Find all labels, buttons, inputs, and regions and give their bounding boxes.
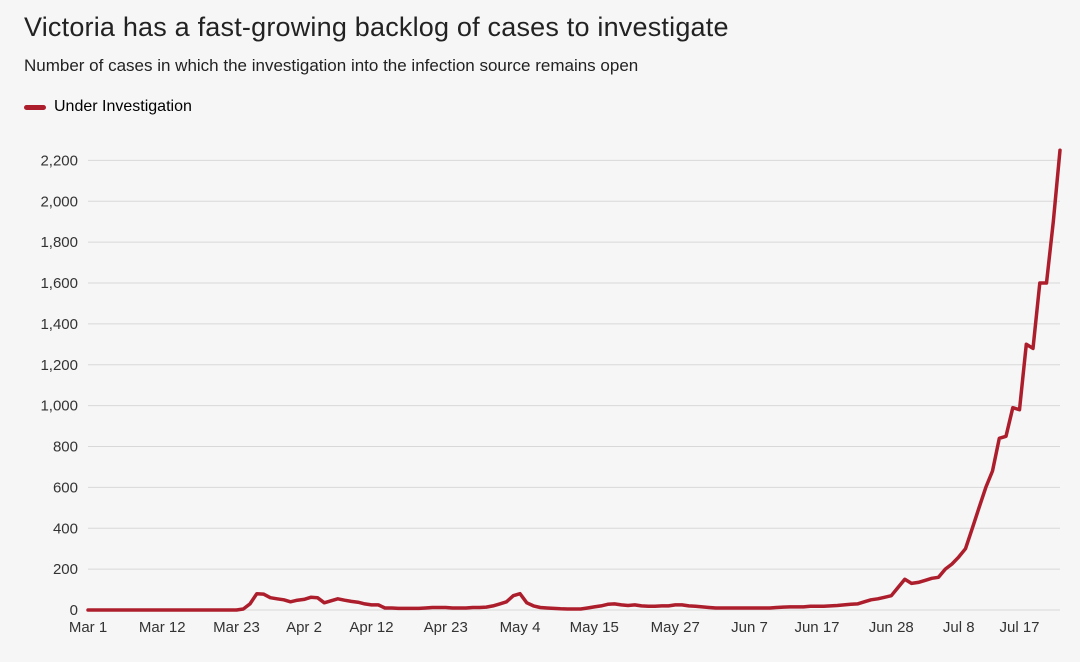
x-tick-label: Jun 7	[731, 619, 768, 636]
x-tick-label: May 4	[500, 619, 541, 636]
y-tick-label: 1,800	[40, 234, 78, 251]
y-tick-label: 1,600	[40, 275, 78, 292]
x-tick-label: Mar 23	[213, 619, 260, 636]
chart-plot: 0 200 400 600 800 1,000 1,200 1,400 1,600 1,800 2,…	[0, 0, 1080, 662]
y-tick-label: 600	[53, 479, 78, 496]
x-axis-ticks: Mar 1 Mar 12 Mar 23 Apr 2 Apr 12 Apr 23 May 4 M…	[69, 619, 1040, 636]
x-tick-label: Jun 17	[794, 619, 839, 636]
y-tick-label: 0	[70, 602, 78, 619]
x-tick-label: May 15	[570, 619, 619, 636]
x-tick-label: Mar 12	[139, 619, 186, 636]
y-tick-label: 1,400	[40, 316, 78, 333]
chart-container: Victoria has a fast-growing backlog of c…	[0, 0, 1080, 662]
x-tick-label: Apr 2	[286, 619, 322, 636]
y-tick-label: 200	[53, 561, 78, 578]
gridlines	[88, 160, 1060, 610]
x-tick-label: May 27	[651, 619, 700, 636]
y-tick-label: 2,000	[40, 193, 78, 210]
y-tick-label: 2,200	[40, 152, 78, 169]
x-tick-label: Jul 8	[943, 619, 975, 636]
x-tick-label: Jul 17	[999, 619, 1039, 636]
x-tick-label: Apr 12	[349, 619, 393, 636]
x-tick-label: Apr 23	[424, 619, 468, 636]
y-tick-label: 800	[53, 439, 78, 456]
x-tick-label: Jun 28	[869, 619, 914, 636]
x-tick-label: Mar 1	[69, 619, 107, 636]
series-line	[88, 150, 1060, 610]
y-tick-label: 1,000	[40, 398, 78, 415]
y-axis-ticks: 0 200 400 600 800 1,000 1,200 1,400 1,600 1,800 2,…	[40, 152, 78, 619]
y-tick-label: 1,200	[40, 357, 78, 374]
y-tick-label: 400	[53, 520, 78, 537]
